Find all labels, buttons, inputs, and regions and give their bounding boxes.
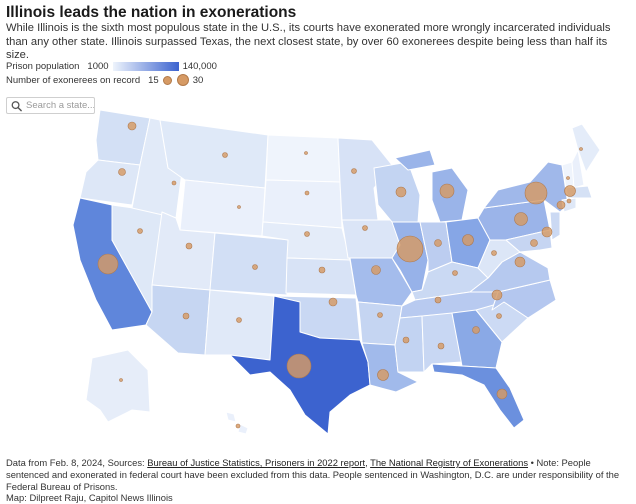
bubble-colorado bbox=[252, 264, 258, 270]
color-legend-max: 140,000 bbox=[182, 61, 217, 72]
bubble-mississippi bbox=[402, 336, 410, 344]
color-legend: Prison population 1000 140,000 bbox=[6, 61, 217, 72]
bubble-wyoming bbox=[237, 205, 241, 209]
state-mississippi[interactable] bbox=[394, 315, 425, 373]
bubble-idaho bbox=[171, 180, 177, 186]
bubble-alaska bbox=[119, 378, 123, 382]
footer-note: • Note: People sentenced and exonerated … bbox=[6, 457, 620, 492]
footer: Data from Feb. 8, 2024, Sources: Bureau … bbox=[6, 457, 632, 504]
state-iowa[interactable] bbox=[341, 219, 401, 259]
size-legend-label: Number of exonerees on record bbox=[6, 74, 141, 86]
bubble-missouri bbox=[371, 265, 381, 275]
bubble-new-mexico bbox=[236, 317, 242, 323]
bubble-illinois bbox=[396, 235, 424, 263]
bubble-wisconsin bbox=[395, 186, 407, 198]
bubble-utah bbox=[185, 242, 193, 250]
state-kansas[interactable] bbox=[285, 257, 357, 296]
bubble-oklahoma bbox=[328, 297, 338, 307]
bubble-north-carolina bbox=[491, 289, 503, 301]
color-gradient-bar bbox=[112, 62, 179, 71]
bubble-kansas bbox=[318, 266, 326, 274]
bubble-new-hampshire bbox=[566, 176, 570, 180]
source-bjs-link[interactable]: Bureau of Justice Statistics, Prisoners … bbox=[147, 457, 366, 468]
bubble-massachusetts bbox=[564, 185, 576, 197]
bubble-north-dakota bbox=[304, 151, 308, 155]
state-florida[interactable] bbox=[431, 363, 525, 429]
bubble-pennsylvania bbox=[514, 212, 528, 226]
bubble-maryland bbox=[530, 239, 538, 247]
bubble-michigan bbox=[439, 183, 455, 199]
state-alaska[interactable] bbox=[85, 349, 151, 423]
state-south-dakota[interactable] bbox=[262, 179, 343, 229]
state-arizona[interactable] bbox=[145, 284, 211, 356]
state-alabama[interactable] bbox=[421, 312, 463, 373]
state-hawaii[interactable] bbox=[225, 411, 249, 435]
source-registry-link[interactable]: The National Registry of Exonerations bbox=[370, 457, 529, 468]
subtitle: While Illinois is the sixth most populou… bbox=[6, 22, 611, 62]
state-minnesota[interactable] bbox=[337, 137, 393, 221]
bubble-texas bbox=[286, 353, 312, 379]
bubble-nevada bbox=[137, 228, 143, 234]
bubble-louisiana bbox=[377, 369, 389, 381]
search-input[interactable] bbox=[23, 100, 94, 111]
state-new-mexico[interactable] bbox=[204, 289, 275, 361]
state-wyoming[interactable] bbox=[179, 179, 266, 237]
bubble-california bbox=[97, 253, 119, 275]
bubble-montana bbox=[222, 152, 228, 158]
footer-lead: Data from Feb. 8, 2024, Sources: bbox=[6, 457, 145, 468]
bubble-rhode-island bbox=[566, 198, 572, 204]
state-maine[interactable] bbox=[571, 123, 601, 173]
bubble-virginia bbox=[514, 256, 526, 268]
bubble-south-carolina bbox=[496, 313, 502, 319]
search-icon bbox=[11, 100, 22, 111]
footer-separator: , bbox=[365, 457, 368, 468]
state-new-jersey[interactable] bbox=[549, 211, 561, 241]
bubble-georgia bbox=[472, 326, 480, 334]
page-title: Illinois leads the nation in exoneration… bbox=[6, 4, 297, 21]
size-legend-small: 15 bbox=[148, 74, 159, 86]
bubble-south-dakota bbox=[304, 190, 310, 196]
size-legend: Number of exonerees on record 15 30 bbox=[6, 74, 203, 86]
bubble-kentucky bbox=[452, 270, 458, 276]
bubble-oregon bbox=[118, 168, 126, 176]
bubble-minnesota bbox=[351, 168, 357, 174]
bubble-tennessee bbox=[434, 296, 442, 304]
bubble-maine bbox=[579, 147, 583, 151]
bubble-nebraska bbox=[304, 231, 310, 237]
small-bubble-icon bbox=[162, 75, 172, 85]
size-legend-large: 30 bbox=[192, 74, 204, 86]
bubble-iowa bbox=[362, 225, 368, 231]
state-new-hampshire[interactable] bbox=[571, 149, 585, 189]
state-oregon[interactable] bbox=[79, 159, 141, 206]
bubble-washington bbox=[127, 121, 137, 131]
bubble-new-jersey bbox=[541, 226, 553, 238]
bubble-hawaii bbox=[235, 423, 241, 429]
state-north-dakota[interactable] bbox=[265, 134, 341, 183]
bubble-new-york bbox=[524, 181, 548, 205]
large-bubble-icon bbox=[176, 74, 189, 86]
bubble-indiana bbox=[434, 239, 442, 247]
color-legend-label: Prison population bbox=[6, 61, 80, 72]
bubble-alabama bbox=[437, 342, 445, 350]
color-legend-min: 1000 bbox=[87, 61, 109, 72]
bubble-florida bbox=[496, 388, 508, 400]
bubble-arkansas bbox=[377, 312, 383, 318]
bubble-ohio bbox=[462, 234, 474, 246]
search-box[interactable] bbox=[6, 97, 95, 114]
bubble-arizona bbox=[182, 312, 190, 320]
footer-credit: Map: Dilpreet Raju, Capitol News Illinoi… bbox=[6, 492, 173, 504]
state-georgia[interactable] bbox=[451, 309, 503, 369]
state-arkansas[interactable] bbox=[357, 301, 403, 346]
state-colorado[interactable] bbox=[209, 232, 291, 296]
bubble-west-virginia bbox=[491, 250, 497, 256]
bubble-connecticut bbox=[556, 200, 566, 210]
